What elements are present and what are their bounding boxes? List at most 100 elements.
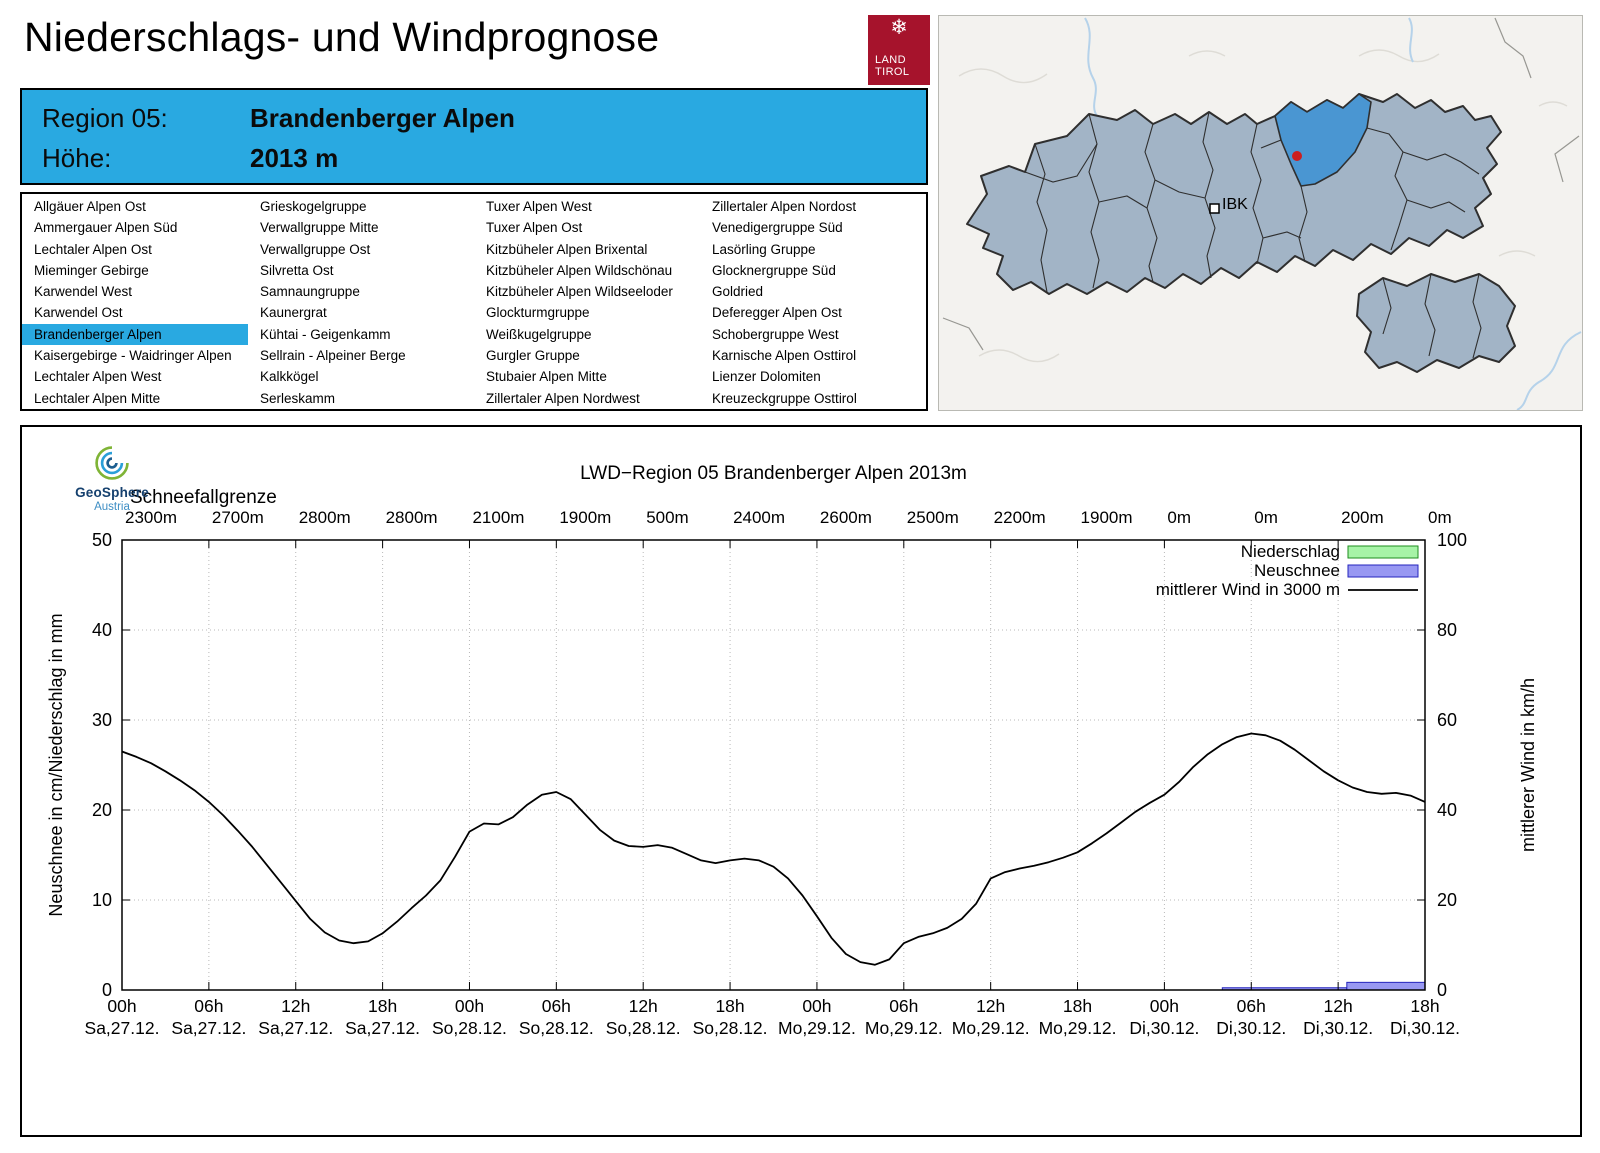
region-list-item[interactable]: Verwallgruppe Mitte bbox=[260, 220, 379, 236]
region-list-item[interactable]: Stubaier Alpen Mitte bbox=[486, 369, 607, 385]
x-tick-hour: 18h bbox=[1063, 996, 1092, 1016]
region-list-item[interactable]: Glocknergruppe Süd bbox=[712, 262, 836, 278]
region-list-item[interactable]: Glockturmgruppe bbox=[486, 305, 590, 321]
x-tick-hour: 00h bbox=[802, 996, 831, 1016]
y-axis-right-label: 0 bbox=[1437, 980, 1447, 1000]
region-list-item-selected[interactable]: Brandenberger Alpen bbox=[22, 323, 248, 346]
region-list-column: Allgäuer Alpen Ost Ammergauer Alpen Süd Le… bbox=[22, 194, 248, 409]
wind-line bbox=[121, 732, 1426, 966]
x-tick-day: Sa,27.12. bbox=[85, 1018, 160, 1038]
region-list-item[interactable]: Grieskogelgruppe bbox=[260, 199, 367, 214]
region-list-item[interactable]: Kitzbüheler Alpen Wildseeloder bbox=[486, 284, 673, 300]
region-list-item[interactable]: Kaunergrat bbox=[260, 305, 327, 321]
region-list-item[interactable]: Verwallgruppe Ost bbox=[260, 241, 371, 257]
region-list-item[interactable]: Venedigergruppe Süd bbox=[712, 220, 843, 236]
x-tick-day: Mo,29.12. bbox=[952, 1018, 1030, 1038]
ibk-marker-square bbox=[1209, 203, 1220, 214]
y-axis-left-label: 40 bbox=[92, 620, 112, 640]
region-list-item[interactable]: Zillertaler Alpen Nordost bbox=[712, 199, 857, 214]
region-list-item[interactable]: Karwendel West bbox=[34, 284, 133, 300]
map-region-east-tirol[interactable] bbox=[1356, 273, 1516, 373]
x-tick-hour: 00h bbox=[1150, 996, 1179, 1016]
station-marker-red-dot bbox=[1292, 151, 1302, 161]
region-list-item[interactable]: Kaisergebirge - Waidringer Alpen bbox=[34, 348, 232, 364]
foreign-border-lines bbox=[942, 17, 1580, 351]
x-tick-hour: 18h bbox=[368, 996, 397, 1016]
geosphere-logo-icon bbox=[95, 446, 129, 480]
snowline-value: 2200m bbox=[994, 508, 1046, 527]
region-list-item[interactable]: Schobergruppe West bbox=[712, 326, 839, 342]
tirol-map: IBK bbox=[938, 15, 1583, 411]
region-list-item[interactable]: Sellrain - Alpeiner Berge bbox=[260, 348, 406, 364]
page-title: Niederschlags- und Windprognose bbox=[24, 14, 660, 60]
map-region-selected[interactable] bbox=[1274, 93, 1372, 187]
region-list-item[interactable]: Kitzbüheler Alpen Wildschönau bbox=[486, 262, 673, 278]
map-region-north-tirol[interactable] bbox=[966, 93, 1502, 295]
y-axis-left-label: 0 bbox=[102, 980, 112, 1000]
region-list-item[interactable]: Deferegger Alpen Ost bbox=[712, 305, 842, 321]
region-list-item[interactable]: Serleskamm bbox=[260, 390, 336, 406]
region-list-item[interactable]: Lienzer Dolomiten bbox=[712, 369, 821, 385]
chart-title: LWD−Region 05 Brandenberger Alpen 2013m bbox=[580, 463, 967, 484]
x-tick-day: Di,30.12. bbox=[1129, 1018, 1199, 1038]
region-list-item[interactable]: Karwendel Ost bbox=[34, 305, 123, 321]
region-list-item[interactable]: Weißkugelgruppe bbox=[486, 326, 592, 342]
region-list-item[interactable]: Silvretta Ost bbox=[260, 262, 334, 278]
snowline-value: 2500m bbox=[907, 508, 959, 527]
snowline-label: Schneefallgrenze bbox=[130, 487, 277, 508]
terrain-texture bbox=[958, 49, 1568, 363]
x-tick-day: Sa,27.12. bbox=[345, 1018, 420, 1038]
y-axis-left-label: 10 bbox=[92, 890, 112, 910]
region-list-item[interactable]: Allgäuer Alpen Ost bbox=[34, 199, 146, 214]
x-tick-hour: 12h bbox=[629, 996, 658, 1016]
region-list-column: Zillertaler Alpen Nordost Venedigergruppe… bbox=[700, 194, 926, 409]
forecast-chart-panel: 0 10 20 30 40 50 0 20 40 60 80 100 00h Sa,27.12. 06h Sa… bbox=[20, 425, 1582, 1137]
region-list-item[interactable]: Kühtai - Geigenkamm bbox=[260, 326, 391, 342]
tirol-map-svg: IBK bbox=[942, 17, 1582, 410]
x-tick-day: Mo,29.12. bbox=[1039, 1018, 1117, 1038]
east-tirol-boundaries bbox=[1382, 273, 1482, 359]
snowflake-icon: ❄ bbox=[890, 16, 908, 39]
land-tirol-logo-text: LAND TIROL bbox=[875, 53, 910, 79]
snowline-value: 0m bbox=[1254, 508, 1278, 527]
x-tick-hour: 18h bbox=[1410, 996, 1439, 1016]
region-list-item[interactable]: Kitzbüheler Alpen Brixental bbox=[486, 241, 648, 257]
snowline-value: 2700m bbox=[212, 508, 264, 527]
y-axis-right-label: 100 bbox=[1437, 530, 1467, 550]
region-list-item[interactable]: Lechtaler Alpen West bbox=[34, 369, 162, 385]
region-list-item[interactable]: Lasörling Gruppe bbox=[712, 241, 816, 257]
region-list-item[interactable]: Ammergauer Alpen Süd bbox=[34, 220, 178, 236]
snowline-value: 0m bbox=[1167, 508, 1191, 527]
x-tick-day: Sa,27.12. bbox=[258, 1018, 333, 1038]
region-list-item[interactable]: Lechtaler Alpen Mitte bbox=[34, 390, 161, 406]
y-axis-right-label: 80 bbox=[1437, 620, 1457, 640]
altitude-value: 2013 m bbox=[250, 142, 339, 173]
region-list-column: Grieskogelgruppe Verwallgruppe Mitte Verwa… bbox=[248, 194, 474, 409]
snowline-value: 2800m bbox=[386, 508, 438, 527]
snowline-value: 0m bbox=[1428, 508, 1452, 527]
x-tick-hour: 00h bbox=[107, 996, 136, 1016]
snowline-value: 1900m bbox=[1081, 508, 1133, 527]
region-list-item[interactable]: Mieminger Gebirge bbox=[34, 262, 149, 278]
x-tick-day: Di,30.12. bbox=[1216, 1018, 1286, 1038]
x-tick-hour: 12h bbox=[281, 996, 310, 1016]
region-label: Region 05: bbox=[42, 102, 168, 133]
x-tick-day: Mo,29.12. bbox=[865, 1018, 943, 1038]
region-list-item[interactable]: Lechtaler Alpen Ost bbox=[34, 241, 152, 257]
region-list-item[interactable]: Tuxer Alpen West bbox=[486, 199, 592, 214]
region-list-item[interactable]: Samnaungruppe bbox=[260, 284, 360, 300]
x-tick-day: So,28.12. bbox=[693, 1018, 768, 1038]
geosphere-brand: GeoSphere bbox=[75, 485, 149, 500]
region-list-item[interactable]: Goldried bbox=[712, 284, 764, 300]
region-list-item[interactable]: Gurgler Gruppe bbox=[486, 348, 580, 364]
x-tick-hour: 06h bbox=[194, 996, 223, 1016]
geosphere-sub: Austria bbox=[94, 501, 130, 513]
region-list-item[interactable]: Kreuzeckgruppe Osttirol bbox=[712, 390, 857, 406]
region-list-item[interactable]: Zillertaler Alpen Nordwest bbox=[486, 390, 640, 406]
region-list-item[interactable]: Kalkkögel bbox=[260, 369, 319, 385]
region-list-item[interactable]: Karnische Alpen Osttirol bbox=[712, 348, 857, 364]
neuschnee-bar bbox=[1346, 981, 1426, 991]
river-lines bbox=[1084, 17, 1582, 410]
region-list-item[interactable]: Tuxer Alpen Ost bbox=[486, 220, 583, 236]
